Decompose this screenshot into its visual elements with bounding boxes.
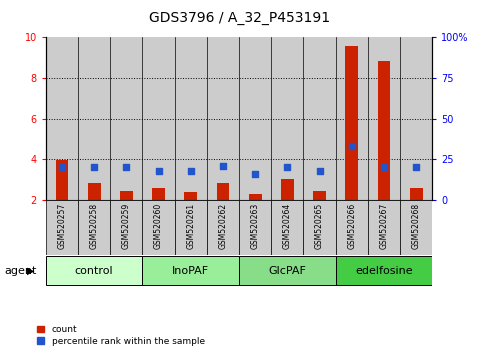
Point bbox=[187, 168, 195, 173]
Bar bbox=[410, 188, 423, 200]
Text: GDS3796 / A_32_P453191: GDS3796 / A_32_P453191 bbox=[149, 11, 330, 25]
Text: GlcPAF: GlcPAF bbox=[269, 266, 306, 276]
Bar bbox=[400, 200, 432, 255]
Text: GSM520264: GSM520264 bbox=[283, 203, 292, 249]
Text: GSM520257: GSM520257 bbox=[57, 203, 67, 249]
Point bbox=[155, 168, 162, 173]
Point bbox=[123, 165, 130, 170]
Bar bbox=[249, 194, 262, 200]
Bar bbox=[46, 37, 78, 200]
Text: GSM520265: GSM520265 bbox=[315, 203, 324, 249]
Bar bbox=[120, 191, 133, 200]
Text: ▶: ▶ bbox=[27, 266, 34, 276]
Bar bbox=[281, 179, 294, 200]
Bar bbox=[378, 61, 390, 200]
Bar bbox=[110, 37, 142, 200]
Text: GSM520260: GSM520260 bbox=[154, 203, 163, 249]
Text: control: control bbox=[75, 266, 114, 276]
Bar bbox=[336, 37, 368, 200]
Bar bbox=[110, 200, 142, 255]
Bar bbox=[271, 200, 303, 255]
Text: GSM520267: GSM520267 bbox=[380, 203, 388, 249]
Text: GSM520262: GSM520262 bbox=[218, 203, 227, 249]
Bar bbox=[207, 200, 239, 255]
Bar bbox=[46, 256, 142, 285]
Bar bbox=[239, 37, 271, 200]
Point bbox=[316, 168, 324, 173]
Point bbox=[412, 165, 420, 170]
Point bbox=[380, 165, 388, 170]
Text: GSM520261: GSM520261 bbox=[186, 203, 195, 249]
Text: InoPAF: InoPAF bbox=[172, 266, 209, 276]
Bar bbox=[336, 256, 432, 285]
Bar bbox=[336, 200, 368, 255]
Point bbox=[219, 163, 227, 169]
Bar bbox=[271, 37, 303, 200]
Bar bbox=[400, 37, 432, 200]
Point bbox=[284, 165, 291, 170]
Bar bbox=[152, 188, 165, 200]
Bar bbox=[345, 46, 358, 200]
Point bbox=[58, 165, 66, 170]
Bar bbox=[142, 200, 175, 255]
Point bbox=[90, 165, 98, 170]
Bar bbox=[185, 192, 197, 200]
Bar bbox=[303, 37, 336, 200]
Legend: count, percentile rank within the sample: count, percentile rank within the sample bbox=[33, 321, 208, 349]
Text: GSM520268: GSM520268 bbox=[412, 203, 421, 249]
Bar bbox=[46, 200, 78, 255]
Text: edelfosine: edelfosine bbox=[355, 266, 413, 276]
Text: GSM520259: GSM520259 bbox=[122, 203, 131, 249]
Bar bbox=[207, 37, 239, 200]
Text: GSM520266: GSM520266 bbox=[347, 203, 356, 249]
Text: GSM520258: GSM520258 bbox=[90, 203, 99, 249]
Bar bbox=[175, 37, 207, 200]
Bar bbox=[303, 200, 336, 255]
Bar bbox=[216, 183, 229, 200]
Bar bbox=[368, 37, 400, 200]
Bar bbox=[239, 200, 271, 255]
Bar bbox=[142, 37, 175, 200]
Bar bbox=[175, 200, 207, 255]
Text: GSM520263: GSM520263 bbox=[251, 203, 260, 249]
Bar bbox=[239, 256, 336, 285]
Bar bbox=[88, 183, 100, 200]
Text: agent: agent bbox=[5, 266, 37, 276]
Point bbox=[251, 171, 259, 177]
Point bbox=[348, 143, 355, 149]
Bar bbox=[142, 256, 239, 285]
Bar bbox=[78, 200, 110, 255]
Bar bbox=[78, 37, 110, 200]
Bar bbox=[56, 160, 69, 200]
Bar bbox=[368, 200, 400, 255]
Bar bbox=[313, 191, 326, 200]
